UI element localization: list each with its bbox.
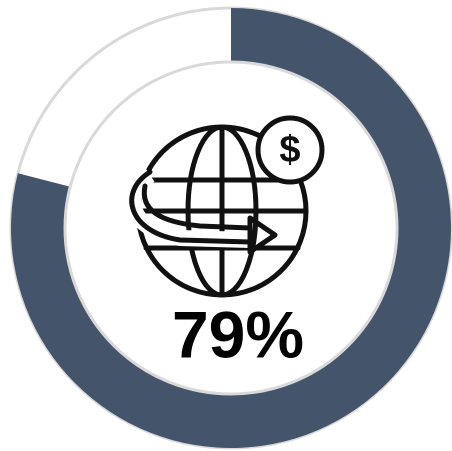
value-label: 79% — [172, 297, 304, 371]
svg-text:$: $ — [279, 129, 300, 171]
globe-icon: $ — [125, 115, 325, 298]
